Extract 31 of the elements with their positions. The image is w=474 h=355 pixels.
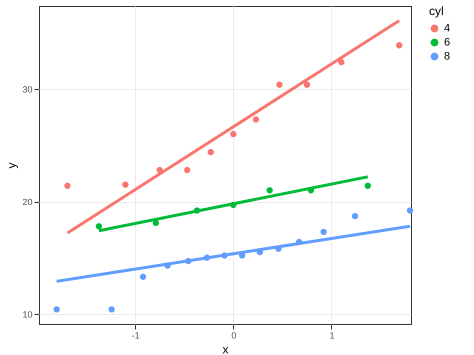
point [276, 82, 283, 88]
point [230, 130, 237, 138]
y-tick-label: 20 [22, 197, 32, 208]
point [406, 207, 414, 214]
point [122, 182, 129, 188]
x-tick-label: -1 [132, 330, 140, 340]
point [64, 182, 71, 189]
point [338, 59, 344, 66]
point [364, 182, 371, 189]
x-tick-label: 0 [231, 330, 236, 340]
point [320, 228, 327, 236]
point [140, 274, 146, 280]
point [304, 82, 310, 88]
x-axis-title: x [222, 342, 228, 355]
y-tick-label: 10 [22, 309, 32, 320]
legend-label: 6 [444, 36, 450, 48]
point [108, 306, 115, 313]
y-axis-title: y [4, 162, 18, 168]
legend-label: 4 [444, 22, 450, 34]
point [396, 42, 402, 48]
legend-label: 8 [444, 50, 450, 62]
x-tick-label: 1 [329, 330, 335, 340]
point [266, 187, 273, 194]
point [208, 148, 214, 156]
legend-title: cyl [429, 4, 444, 18]
point [96, 223, 102, 230]
point [184, 166, 190, 174]
point [54, 306, 60, 313]
point [352, 212, 358, 220]
point [252, 116, 260, 123]
y-tick-label: 30 [22, 84, 32, 95]
